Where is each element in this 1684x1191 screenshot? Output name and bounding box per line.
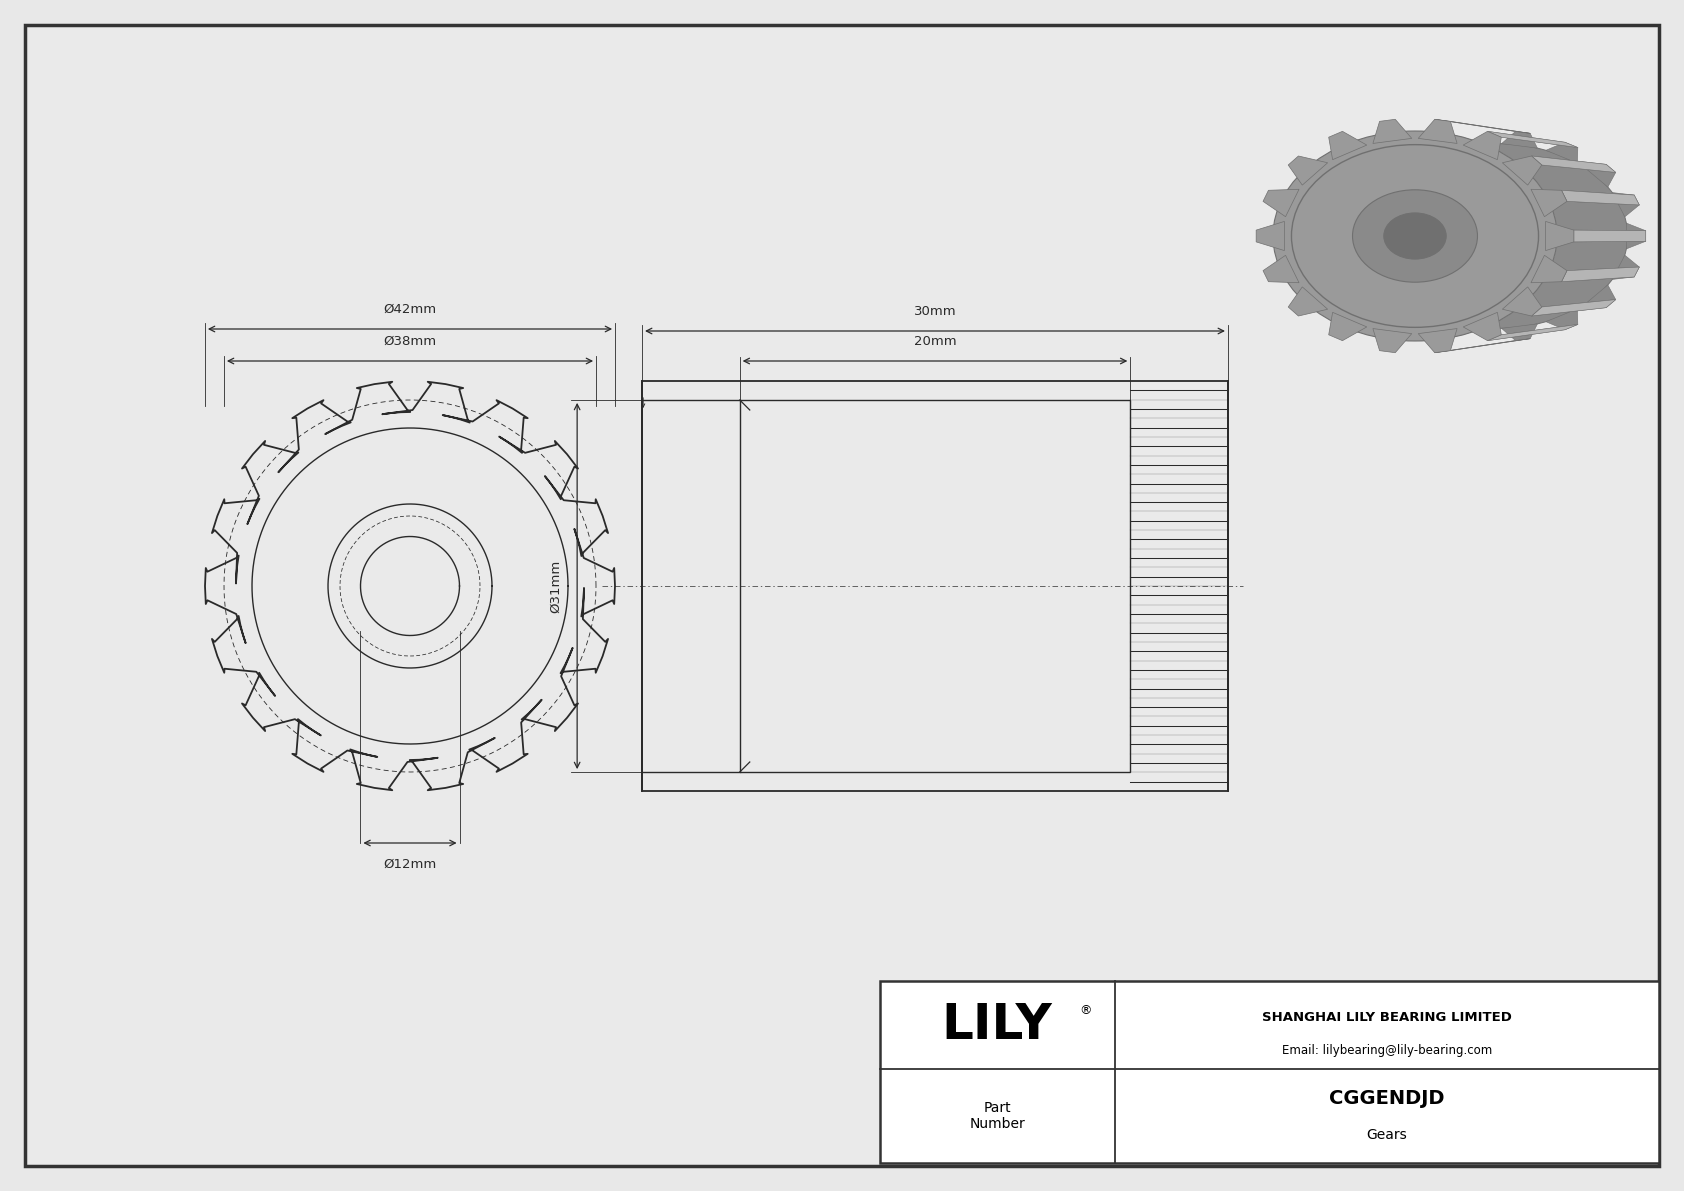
- Polygon shape: [1612, 255, 1639, 280]
- Text: Ø38mm: Ø38mm: [384, 335, 436, 348]
- Text: Email: lilybearing@lily-bearing.com: Email: lilybearing@lily-bearing.com: [1282, 1043, 1492, 1056]
- Polygon shape: [1329, 312, 1367, 341]
- Polygon shape: [1531, 156, 1615, 173]
- Text: Ø12mm: Ø12mm: [384, 858, 436, 871]
- Polygon shape: [1546, 222, 1575, 250]
- Text: LILY: LILY: [941, 1000, 1052, 1049]
- Polygon shape: [1531, 189, 1568, 217]
- Polygon shape: [1256, 222, 1285, 250]
- Ellipse shape: [1273, 131, 1558, 341]
- Polygon shape: [1546, 308, 1578, 330]
- Polygon shape: [1531, 300, 1615, 316]
- Text: Ø31mm: Ø31mm: [549, 560, 562, 612]
- Polygon shape: [1372, 329, 1411, 353]
- Polygon shape: [1263, 189, 1298, 217]
- Ellipse shape: [1352, 189, 1477, 282]
- Text: CGGENDJD: CGGENDJD: [1329, 1089, 1445, 1108]
- Polygon shape: [1372, 119, 1411, 143]
- Polygon shape: [1418, 119, 1457, 143]
- Text: 30mm: 30mm: [914, 305, 957, 318]
- Text: 20mm: 20mm: [914, 335, 957, 348]
- Polygon shape: [1263, 255, 1298, 282]
- Text: SHANGHAI LILY BEARING LIMITED: SHANGHAI LILY BEARING LIMITED: [1261, 1011, 1512, 1024]
- Polygon shape: [1627, 223, 1645, 249]
- Text: Gears: Gears: [1367, 1128, 1408, 1142]
- Polygon shape: [1502, 287, 1543, 316]
- Polygon shape: [1463, 131, 1502, 160]
- Text: ®: ®: [1079, 1004, 1091, 1017]
- Polygon shape: [1415, 131, 1628, 341]
- Polygon shape: [1546, 142, 1578, 163]
- Polygon shape: [1502, 324, 1537, 341]
- Polygon shape: [1531, 255, 1568, 282]
- Polygon shape: [1435, 338, 1531, 353]
- Polygon shape: [1487, 131, 1578, 148]
- Polygon shape: [1585, 285, 1615, 307]
- Bar: [881, 981, 1659, 1162]
- Polygon shape: [1561, 191, 1639, 205]
- Polygon shape: [1487, 324, 1578, 341]
- Polygon shape: [1288, 287, 1327, 316]
- Polygon shape: [1435, 119, 1531, 133]
- Bar: [642, 381, 1228, 791]
- Polygon shape: [1418, 329, 1457, 353]
- Polygon shape: [1502, 156, 1543, 185]
- Polygon shape: [1329, 131, 1367, 160]
- Ellipse shape: [1384, 213, 1447, 260]
- Text: Ø42mm: Ø42mm: [384, 303, 436, 316]
- Polygon shape: [1463, 312, 1502, 341]
- Polygon shape: [1575, 230, 1645, 242]
- Polygon shape: [1585, 164, 1615, 187]
- Polygon shape: [1561, 267, 1639, 282]
- Text: Part
Number: Part Number: [968, 1100, 1026, 1131]
- Polygon shape: [1502, 131, 1537, 148]
- Bar: [739, 400, 1130, 772]
- Polygon shape: [1612, 193, 1639, 217]
- Polygon shape: [1288, 156, 1327, 185]
